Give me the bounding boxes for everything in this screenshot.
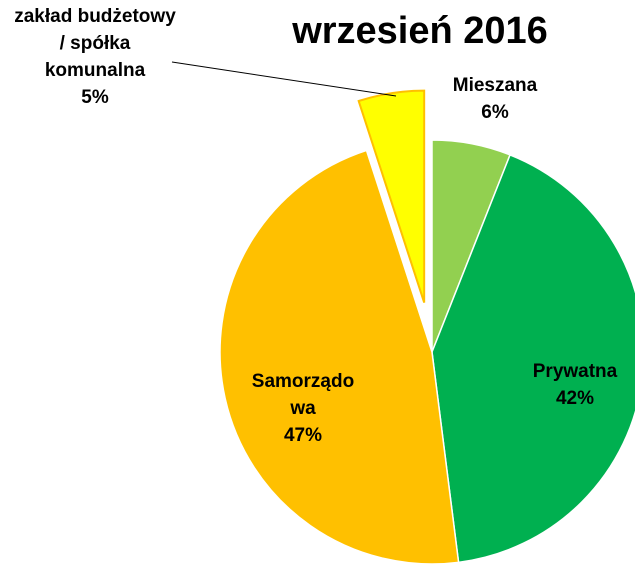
pie-slice xyxy=(219,149,460,565)
leader-line xyxy=(171,61,397,97)
slice-label: Prywatna 42% xyxy=(505,358,635,412)
pie-slice xyxy=(357,89,426,303)
slice-name: Prywatna xyxy=(532,361,618,382)
slice-label: Samorządowa 47% xyxy=(228,368,378,449)
slice-value: 5% xyxy=(81,87,109,108)
slice-value: 47% xyxy=(283,425,323,446)
pie-slice xyxy=(431,153,635,564)
slice-value: 42% xyxy=(555,388,595,409)
slice-name: Mieszana xyxy=(452,75,538,96)
slice-value: 6% xyxy=(481,102,509,123)
slice-label: zakład budżetowy / spółka komunalna 5% xyxy=(10,3,180,111)
slice-label: Mieszana 6% xyxy=(440,72,550,126)
chart-title: wrzesień 2016 xyxy=(292,10,548,52)
slice-name: zakład budżetowy / spółka komunalna xyxy=(14,6,176,81)
slice-name: Samorządowa xyxy=(251,371,355,419)
